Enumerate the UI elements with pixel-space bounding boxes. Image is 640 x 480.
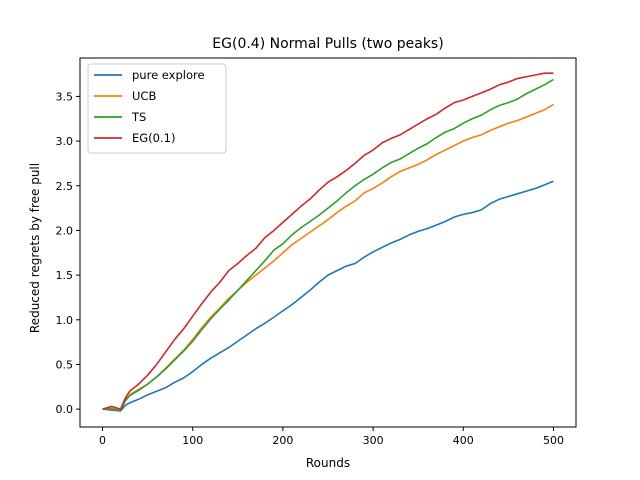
- series-line-0: [102, 180, 554, 412]
- legend-label-3: EG(0.1): [132, 131, 175, 145]
- plot-area: [79, 57, 577, 428]
- legend-box: [87, 63, 227, 154]
- x-tick-label: 300: [363, 434, 384, 447]
- x-tick-label: 400: [453, 434, 474, 447]
- legend: pure explore UCB TS EG(0.1): [87, 63, 227, 154]
- legend-label-2: TS: [131, 110, 146, 124]
- y-tick-label: 0.0: [56, 403, 74, 416]
- axes-frame: [79, 57, 577, 428]
- x-tick-label: 0: [99, 434, 106, 447]
- x-tick-label: 200: [272, 434, 293, 447]
- x-tick-label: 500: [543, 434, 564, 447]
- x-tick-label: 100: [182, 434, 203, 447]
- y-tick-label: 3.0: [56, 135, 74, 148]
- series-line-2: [102, 78, 554, 412]
- legend-label-0: pure explore: [132, 68, 205, 82]
- series-line-3: [102, 72, 554, 410]
- y-tick-label: 2.5: [56, 180, 74, 193]
- y-tick-label: 0.5: [56, 358, 74, 371]
- y-axis-label: Reduced regrets by free pull: [28, 163, 42, 333]
- x-axis-label: Rounds: [306, 456, 350, 470]
- y-tick-label: 3.5: [56, 90, 74, 103]
- chart-title: EG(0.4) Normal Pulls (two peaks): [212, 36, 443, 52]
- y-tick-label: 1.5: [56, 269, 74, 282]
- y-axis: 0.0 0.5 1.0 1.5 2.0 2.5 3.0 3.5: [56, 90, 80, 416]
- y-tick-label: 2.0: [56, 224, 74, 237]
- series-layer: [102, 72, 554, 412]
- x-axis: 0 100 200 300 400 500: [99, 427, 564, 447]
- y-tick-label: 1.0: [56, 314, 74, 327]
- legend-label-1: UCB: [132, 89, 156, 103]
